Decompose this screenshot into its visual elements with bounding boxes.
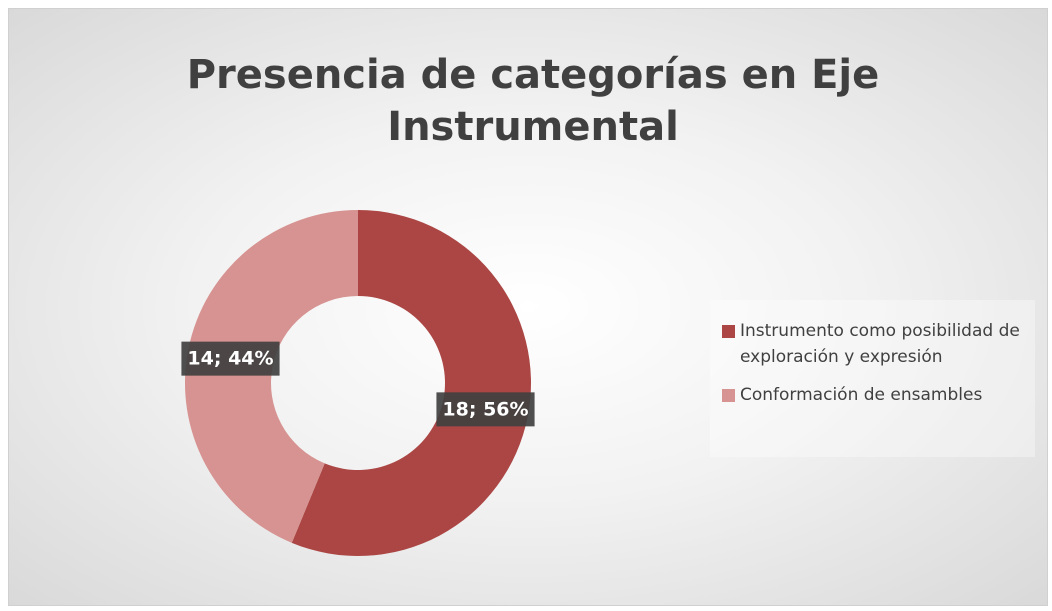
legend: Instrumento como posibilidad de explorac…: [710, 300, 1035, 457]
chart-area: [8, 8, 1048, 606]
legend-swatch: [722, 389, 735, 402]
data-label: 14; 44%: [181, 341, 280, 376]
data-label-box: [436, 392, 535, 427]
donut-slice: [291, 210, 532, 556]
data-label-text: 18; 56%: [442, 398, 528, 420]
legend-entry: Conformación de ensambles: [722, 382, 1023, 408]
chart-title: Presencia de categorías en Eje Instrument…: [187, 52, 880, 150]
legend-entry: Instrumento como posibilidad de explorac…: [722, 318, 1023, 370]
donut-slice: [185, 210, 358, 543]
data-label: 18; 56%: [436, 392, 535, 427]
legend-label: Instrumento como posibilidad de explorac…: [740, 321, 1020, 367]
legend-swatch: [722, 325, 735, 338]
legend-label: Conformación de ensambles: [740, 385, 983, 405]
data-label-text: 14; 44%: [187, 348, 273, 370]
data-label-box: [181, 341, 280, 376]
